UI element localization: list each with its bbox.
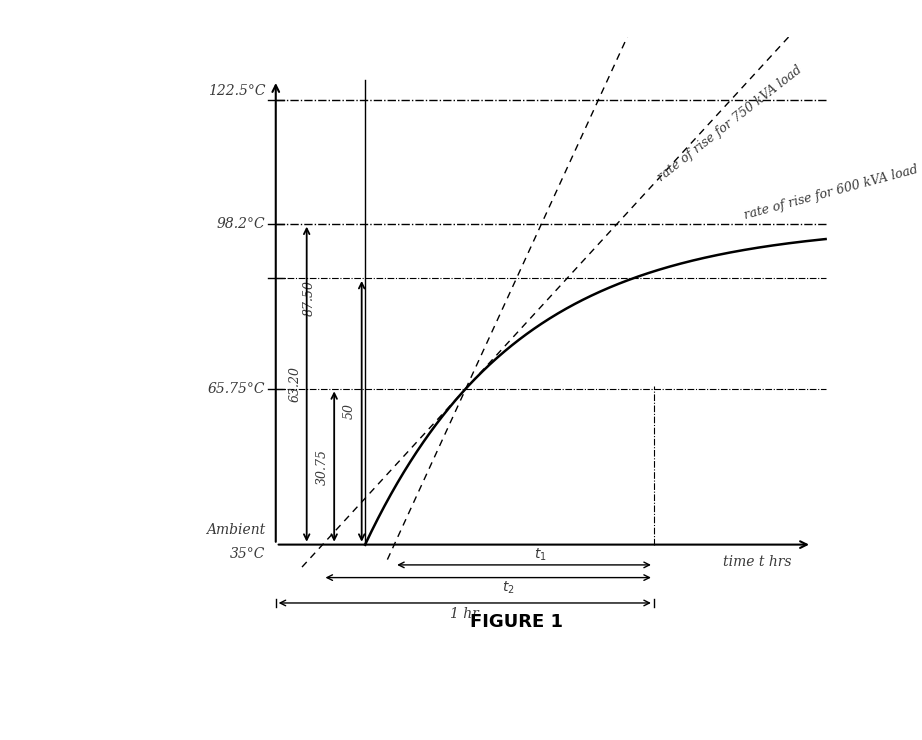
Text: 35°C: 35°C <box>230 547 266 561</box>
Text: FIGURE 1: FIGURE 1 <box>470 613 562 631</box>
Text: 50: 50 <box>343 403 356 420</box>
Text: 122.5°C: 122.5°C <box>208 84 266 98</box>
Text: Ambient: Ambient <box>207 523 266 537</box>
Text: 65.75°C: 65.75°C <box>208 382 266 395</box>
Text: rate of rise for 600 kVA load: rate of rise for 600 kVA load <box>743 164 920 222</box>
Text: 1 hr: 1 hr <box>450 607 479 621</box>
Text: 87.50: 87.50 <box>303 280 316 316</box>
Text: 30.75: 30.75 <box>315 448 328 485</box>
Text: rate of rise for 750 kVA load: rate of rise for 750 kVA load <box>655 63 804 184</box>
Text: $t_1$: $t_1$ <box>535 547 547 563</box>
Text: $t_2$: $t_2$ <box>502 579 514 596</box>
Text: time t hrs: time t hrs <box>723 555 791 569</box>
Text: 98.2°C: 98.2°C <box>217 217 266 231</box>
Text: 63.20: 63.20 <box>289 366 301 403</box>
